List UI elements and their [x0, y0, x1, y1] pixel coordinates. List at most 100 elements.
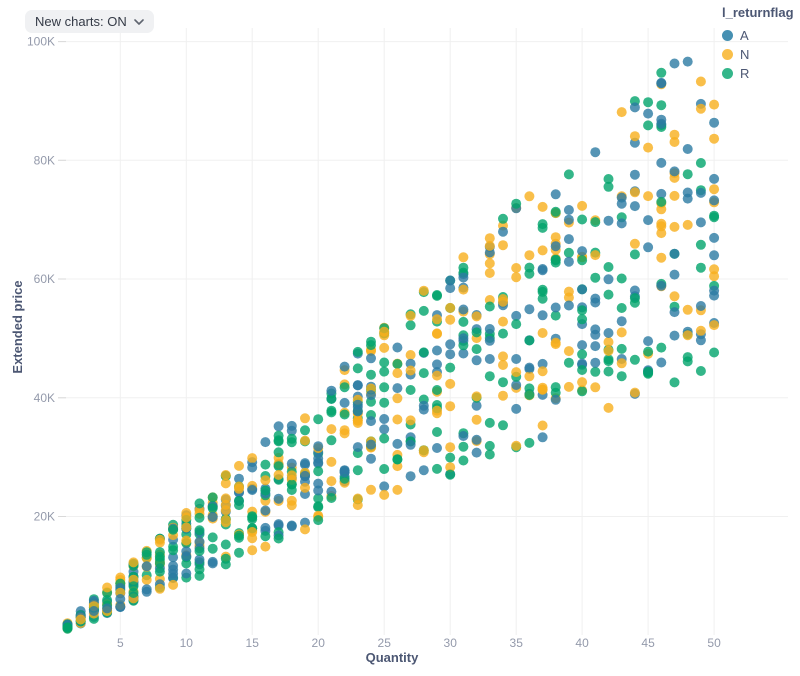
- scatter-point[interactable]: [207, 543, 218, 554]
- scatter-point[interactable]: [326, 435, 337, 446]
- scatter-point[interactable]: [194, 525, 205, 536]
- scatter-point[interactable]: [300, 482, 310, 493]
- scatter-point[interactable]: [669, 58, 680, 69]
- scatter-point[interactable]: [709, 264, 720, 275]
- scatter-point[interactable]: [709, 133, 720, 144]
- scatter-point[interactable]: [643, 336, 654, 347]
- scatter-point[interactable]: [247, 485, 258, 495]
- scatter-point[interactable]: [590, 147, 601, 158]
- scatter-point[interactable]: [643, 97, 654, 108]
- scatter-point[interactable]: [524, 191, 535, 202]
- scatter-point[interactable]: [405, 471, 416, 482]
- scatter-point[interactable]: [563, 286, 574, 297]
- scatter-point[interactable]: [286, 479, 297, 490]
- scatter-point[interactable]: [418, 285, 429, 296]
- scatter-point[interactable]: [392, 484, 403, 495]
- scatter-point[interactable]: [352, 500, 363, 511]
- scatter-point[interactable]: [247, 453, 258, 464]
- scatter-point[interactable]: [563, 346, 574, 357]
- scatter-point[interactable]: [616, 371, 627, 382]
- scatter-point[interactable]: [550, 241, 561, 252]
- scatter-point[interactable]: [537, 358, 548, 369]
- scatter-point[interactable]: [590, 324, 601, 335]
- scatter-point[interactable]: [458, 252, 469, 263]
- scatter-point[interactable]: [458, 348, 469, 359]
- scatter-point[interactable]: [432, 463, 442, 474]
- scatter-point[interactable]: [484, 301, 495, 312]
- scatter-point[interactable]: [181, 522, 192, 533]
- scatter-point[interactable]: [260, 459, 271, 470]
- scatter-point[interactable]: [603, 274, 614, 285]
- scatter-point[interactable]: [590, 341, 601, 352]
- scatter-point[interactable]: [709, 347, 720, 358]
- scatter-point[interactable]: [181, 512, 192, 523]
- scatter-point[interactable]: [418, 400, 429, 411]
- scatter-point[interactable]: [616, 218, 627, 229]
- scatter-point[interactable]: [656, 218, 667, 229]
- scatter-point[interactable]: [88, 606, 99, 616]
- scatter-point[interactable]: [313, 414, 324, 425]
- scatter-point[interactable]: [629, 201, 640, 212]
- scatter-point[interactable]: [168, 545, 179, 556]
- scatter-point[interactable]: [524, 371, 535, 382]
- scatter-point[interactable]: [629, 131, 640, 142]
- scatter-point[interactable]: [511, 403, 522, 414]
- scatter-point[interactable]: [207, 503, 218, 514]
- scatter-point[interactable]: [695, 76, 706, 87]
- scatter-point[interactable]: [286, 470, 297, 481]
- scatter-point[interactable]: [603, 289, 614, 300]
- scatter-point[interactable]: [550, 232, 561, 243]
- scatter-point[interactable]: [695, 325, 706, 336]
- scatter-point[interactable]: [392, 342, 403, 353]
- scatter-point[interactable]: [352, 380, 363, 391]
- scatter-point[interactable]: [260, 437, 271, 448]
- scatter-point[interactable]: [695, 262, 706, 273]
- scatter-point[interactable]: [115, 601, 126, 612]
- scatter-point[interactable]: [511, 367, 522, 378]
- scatter-point[interactable]: [339, 361, 350, 372]
- scatter-point[interactable]: [445, 462, 456, 473]
- scatter-point[interactable]: [194, 546, 205, 556]
- scatter-point[interactable]: [300, 524, 310, 535]
- scatter-point[interactable]: [616, 303, 627, 313]
- scatter-point[interactable]: [286, 420, 297, 431]
- scatter-point[interactable]: [603, 215, 614, 226]
- scatter-point[interactable]: [563, 381, 574, 392]
- scatter-point[interactable]: [537, 366, 548, 377]
- scatter-point[interactable]: [141, 574, 152, 585]
- scatter-point[interactable]: [695, 158, 706, 168]
- scatter-point[interactable]: [498, 351, 508, 362]
- scatter-point[interactable]: [168, 560, 179, 571]
- scatter-point[interactable]: [537, 382, 548, 393]
- scatter-point[interactable]: [313, 466, 324, 477]
- scatter-point[interactable]: [445, 339, 456, 350]
- scatter-point[interactable]: [392, 368, 403, 379]
- scatter-point[interactable]: [220, 493, 231, 504]
- scatter-point[interactable]: [432, 345, 442, 356]
- scatter-point[interactable]: [273, 447, 284, 458]
- scatter-point[interactable]: [498, 360, 508, 370]
- scatter-point[interactable]: [379, 433, 390, 444]
- scatter-point[interactable]: [432, 314, 442, 325]
- scatter-point[interactable]: [471, 344, 482, 355]
- scatter-point[interactable]: [643, 108, 654, 119]
- scatter-point[interactable]: [300, 425, 310, 436]
- scatter-point[interactable]: [537, 201, 548, 212]
- scatter-point[interactable]: [445, 283, 456, 294]
- scatter-point[interactable]: [326, 424, 337, 435]
- scatter-point[interactable]: [445, 442, 456, 453]
- scatter-point[interactable]: [656, 100, 667, 111]
- scatter-point[interactable]: [207, 556, 218, 567]
- scatter-point[interactable]: [445, 452, 456, 463]
- scatter-point[interactable]: [273, 519, 284, 530]
- scatter-point[interactable]: [656, 280, 667, 291]
- scatter-point[interactable]: [498, 420, 508, 431]
- scatter-point[interactable]: [286, 521, 297, 532]
- scatter-point[interactable]: [392, 454, 403, 465]
- scatter-point[interactable]: [669, 307, 680, 318]
- scatter-point[interactable]: [405, 415, 416, 426]
- scatter-point[interactable]: [709, 271, 720, 282]
- scatter-point[interactable]: [682, 304, 693, 315]
- scatter-point[interactable]: [656, 252, 667, 263]
- scatter-point[interactable]: [286, 495, 297, 506]
